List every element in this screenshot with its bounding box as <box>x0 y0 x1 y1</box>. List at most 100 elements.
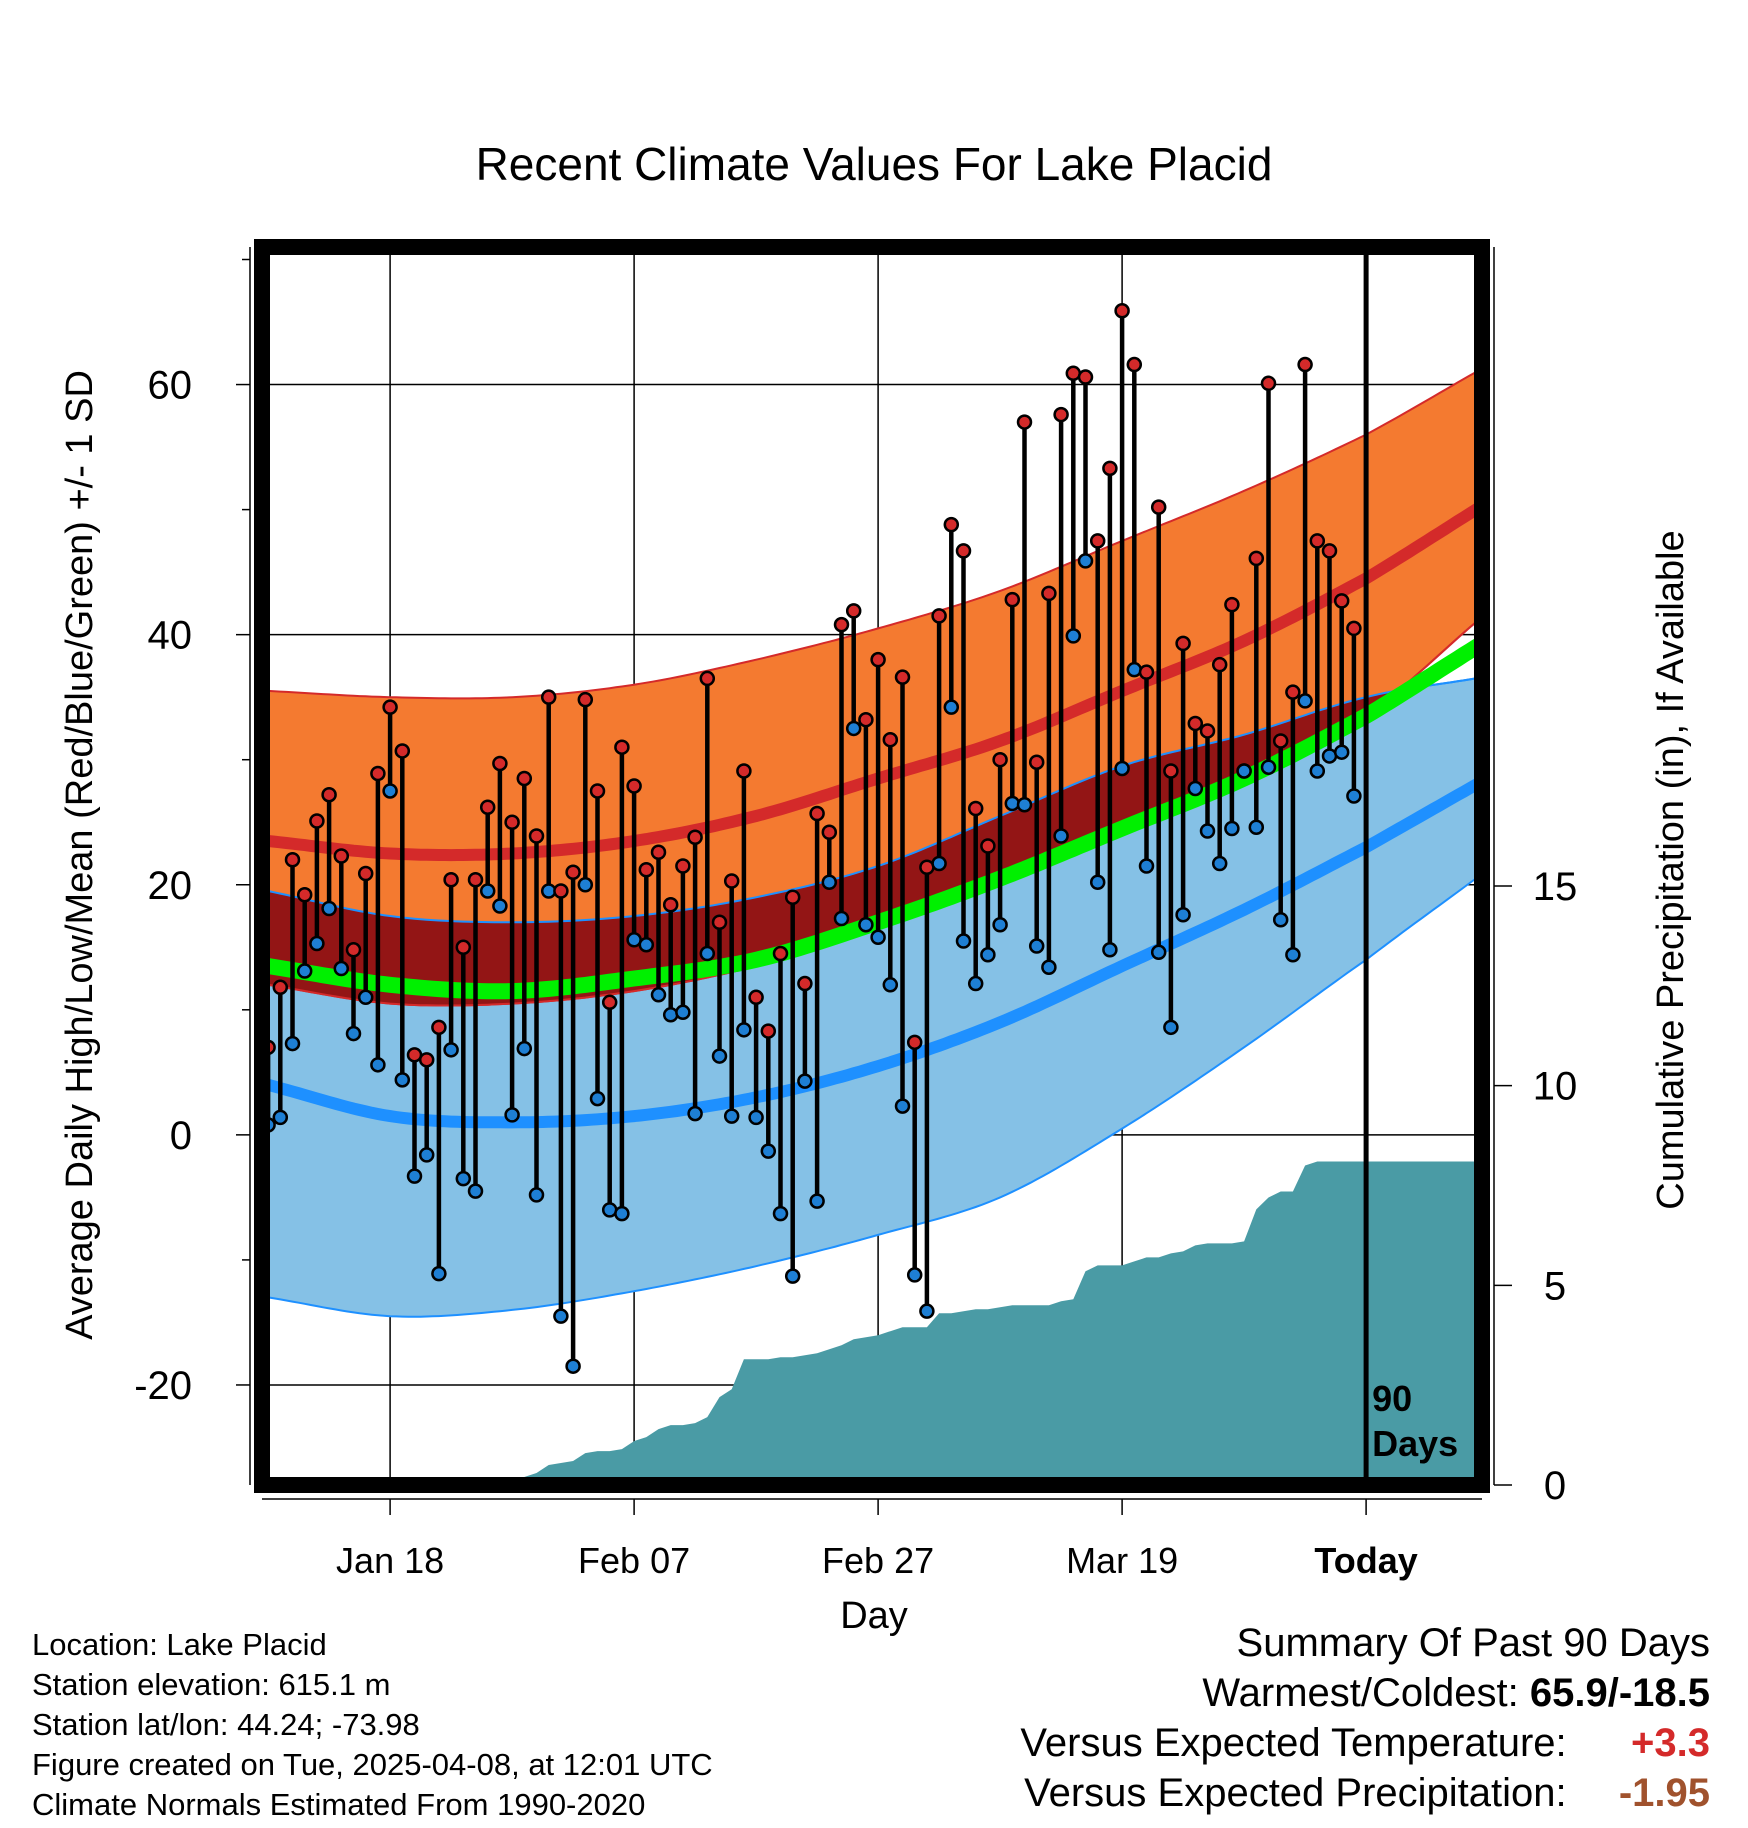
y-tick-label: 20 <box>148 864 193 908</box>
daily-high-point <box>955 543 972 559</box>
today-label-bottom: Days <box>1372 1423 1458 1464</box>
daily-low-point <box>1126 661 1143 678</box>
daily-low-point <box>1065 628 1082 644</box>
daily-low-point <box>1285 947 1301 963</box>
daily-low-point <box>955 933 972 949</box>
daily-high-point <box>345 942 362 958</box>
daily-low-point <box>931 855 947 872</box>
daily-high-point <box>1309 533 1326 549</box>
daily-high-point <box>711 914 728 931</box>
precip-anomaly-label: Versus Expected Precipitation: <box>1024 1771 1567 1815</box>
daily-high-point <box>467 872 484 888</box>
daily-high-point <box>1041 585 1057 602</box>
daily-high-point <box>772 945 789 962</box>
daily-low-point <box>357 989 374 1006</box>
daily-low-point <box>845 720 862 737</box>
daily-high-point <box>809 805 825 822</box>
daily-high-point <box>858 711 874 728</box>
daily-high-point <box>1102 460 1118 477</box>
y-tick-label: 0 <box>170 1114 192 1158</box>
daily-high-point <box>601 994 618 1011</box>
x-tick-label: Jan 18 <box>336 1540 444 1581</box>
daily-high-point <box>577 691 594 708</box>
today-label-top: 90 <box>1372 1378 1412 1419</box>
precip-anomaly-row: Versus Expected Precipitation: -1.95 <box>1020 1768 1710 1818</box>
daily-low-point <box>638 937 655 953</box>
daily-high-point <box>967 800 984 817</box>
normals-text: Climate Normals Estimated From 1990-2020 <box>32 1787 646 1822</box>
daily-low-point <box>528 1187 545 1203</box>
daily-high-point <box>675 858 691 874</box>
daily-low-point <box>967 975 984 992</box>
daily-high-point <box>723 873 740 889</box>
daily-low-point <box>1224 820 1240 837</box>
daily-high-point <box>418 1052 435 1068</box>
y2-tick-label: 5 <box>1544 1264 1566 1308</box>
y2-axis-label: Cumulative Precipitation (in), If Availa… <box>1650 530 1692 1209</box>
daily-high-point <box>687 829 703 845</box>
y-tick-label: -20 <box>134 1364 192 1408</box>
daily-low-point <box>492 898 508 914</box>
daily-low-point <box>1150 944 1167 961</box>
daily-high-point <box>1260 375 1277 392</box>
daily-high-point <box>1114 303 1130 319</box>
daily-low-point <box>431 1265 447 1282</box>
daily-high-point <box>443 872 459 888</box>
daily-high-point <box>1333 593 1350 609</box>
precip-anomaly-value: -1.95 <box>1618 1771 1710 1815</box>
daily-high-point <box>1248 550 1265 567</box>
daily-low-point <box>1297 693 1313 709</box>
daily-low-point <box>333 960 350 977</box>
daily-low-point <box>577 877 594 893</box>
daily-high-point <box>980 838 996 854</box>
daily-high-point <box>455 939 472 956</box>
y-axis-label: Average Daily High/Low/Mean (Red/Blue/Gr… <box>59 370 101 1340</box>
daily-high-point <box>1175 635 1191 652</box>
location-text: Location: Lake Placid <box>32 1627 327 1662</box>
y2-tick-label: 15 <box>1533 865 1578 909</box>
daily-high-point <box>1285 684 1301 700</box>
daily-low-point <box>1272 912 1289 928</box>
daily-low-point <box>1333 744 1350 760</box>
precipitation-area <box>268 1161 1476 1485</box>
daily-low-point <box>858 917 874 933</box>
daily-high-point <box>992 751 1008 768</box>
daily-high-point <box>1211 656 1228 673</box>
daily-high-point <box>784 889 801 906</box>
daily-low-point <box>284 1035 301 1052</box>
daily-low-point <box>992 917 1008 933</box>
x-tick-label: Feb 27 <box>822 1540 934 1581</box>
created-text: Figure created on Tue, 2025-04-08, at 12… <box>32 1747 713 1782</box>
daily-low-point <box>919 1303 935 1319</box>
daily-high-point <box>431 1019 447 1036</box>
daily-high-point <box>1150 499 1167 515</box>
daily-low-point <box>296 963 313 979</box>
daily-low-point <box>1199 823 1216 839</box>
daily-high-point <box>894 669 911 685</box>
daily-low-point <box>687 1105 703 1122</box>
daily-high-point <box>1077 369 1094 385</box>
daily-low-point <box>443 1042 459 1058</box>
daily-high-point <box>870 651 886 668</box>
daily-low-point <box>394 1072 411 1088</box>
daily-low-point <box>589 1090 606 1107</box>
y-tick-label: 40 <box>148 614 193 658</box>
daily-high-point <box>1199 723 1216 739</box>
daily-low-point <box>662 1007 679 1023</box>
daily-high-point <box>309 813 325 829</box>
daily-low-point <box>797 1073 813 1089</box>
daily-high-point <box>540 689 557 705</box>
daily-low-point <box>406 1168 423 1184</box>
daily-low-point <box>1028 938 1045 954</box>
daily-high-point <box>1272 733 1289 749</box>
daily-high-point <box>296 887 313 903</box>
daily-high-point <box>662 897 679 913</box>
daily-low-point <box>980 947 996 963</box>
daily-low-point <box>760 1143 777 1159</box>
daily-low-point <box>345 1025 362 1042</box>
daily-high-point <box>1053 406 1069 423</box>
warmest-coldest-value: 65.9/-18.5 <box>1529 1671 1710 1715</box>
daily-low-point <box>1016 796 1033 813</box>
station-info: Location: Lake Placid Station elevation:… <box>32 1625 713 1825</box>
daily-low-point <box>1102 942 1118 958</box>
